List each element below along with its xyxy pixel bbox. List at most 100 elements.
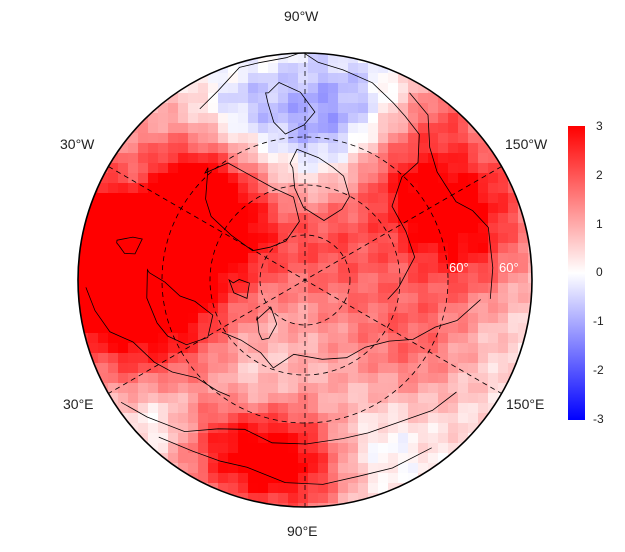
field-cell — [448, 373, 459, 384]
field-cell — [228, 173, 239, 184]
field-cell — [358, 483, 369, 494]
field-cell — [278, 283, 289, 294]
field-cell — [498, 203, 509, 214]
field-cell — [298, 443, 309, 454]
field-cell — [388, 463, 399, 474]
field-cell — [378, 373, 389, 384]
field-cell — [328, 183, 339, 194]
field-cell — [318, 373, 329, 384]
field-cell — [198, 143, 209, 154]
field-cell — [288, 173, 299, 184]
field-cell — [138, 313, 149, 324]
field-cell — [258, 373, 269, 384]
field-cell — [218, 483, 229, 494]
field-cell — [138, 213, 149, 224]
field-cell — [408, 233, 419, 244]
field-cell — [408, 403, 419, 414]
field-cell — [108, 263, 119, 274]
field-cell — [168, 113, 179, 124]
field-cell — [408, 353, 419, 364]
field-cell — [128, 413, 139, 424]
field-cell — [258, 193, 269, 204]
field-cell — [338, 483, 349, 494]
field-cell — [258, 223, 269, 234]
field-cell — [278, 373, 289, 384]
field-cell — [98, 353, 109, 364]
field-cell — [288, 83, 299, 94]
field-cell — [228, 303, 239, 314]
field-cell — [168, 423, 179, 434]
field-cell — [308, 283, 319, 294]
field-cell — [448, 143, 459, 154]
field-cell — [458, 363, 469, 374]
field-cell — [218, 53, 229, 64]
field-cell — [408, 303, 419, 314]
field-cell — [418, 393, 429, 404]
field-cell — [228, 283, 239, 294]
field-cell — [388, 333, 399, 344]
field-cell — [188, 223, 199, 234]
field-cell — [198, 293, 209, 304]
field-cell — [388, 483, 399, 494]
field-cell — [298, 223, 309, 234]
field-cell — [408, 273, 419, 284]
field-cell — [388, 93, 399, 104]
field-cell — [328, 123, 339, 134]
field-cell — [228, 473, 239, 484]
field-cell — [188, 153, 199, 164]
field-cell — [308, 453, 319, 464]
field-cell — [178, 453, 189, 464]
field-cell — [178, 163, 189, 174]
field-cell — [528, 323, 532, 334]
field-cell — [88, 223, 99, 234]
field-cell — [338, 243, 349, 254]
field-cell — [408, 253, 419, 264]
field-cell — [448, 293, 459, 304]
colorbar-tick-2: 2 — [596, 168, 603, 182]
field-cell — [358, 403, 369, 414]
field-cell — [478, 243, 489, 254]
field-cell — [138, 373, 149, 384]
field-cell — [448, 223, 459, 234]
field-cell — [278, 403, 289, 414]
field-cell — [418, 213, 429, 224]
field-cell — [498, 183, 509, 194]
field-cell — [248, 193, 259, 204]
field-cell — [98, 393, 109, 404]
field-cell — [408, 243, 419, 254]
field-cell — [498, 223, 509, 234]
field-cell — [258, 123, 269, 134]
field-cell — [448, 403, 459, 414]
field-cell — [378, 333, 389, 344]
field-cell — [418, 323, 429, 334]
field-cell — [398, 153, 409, 164]
field-cell — [298, 463, 309, 474]
field-cell — [248, 83, 259, 94]
field-cell — [258, 303, 269, 314]
field-cell — [338, 403, 349, 414]
field-cell — [408, 433, 419, 444]
field-cell — [288, 433, 299, 444]
field-cell — [388, 273, 399, 284]
field-cell — [418, 203, 429, 214]
field-cell — [88, 373, 99, 384]
field-cell — [398, 333, 409, 344]
field-cell — [398, 453, 409, 464]
field-cell — [228, 403, 239, 414]
field-cell — [128, 403, 139, 414]
field-cell — [428, 283, 439, 294]
field-cell — [138, 403, 149, 414]
field-cell — [238, 483, 249, 494]
field-cell — [248, 503, 259, 507]
field-cell — [238, 403, 249, 414]
field-cell — [318, 243, 329, 254]
field-cell — [488, 343, 499, 354]
field-cell — [228, 183, 239, 194]
field-cell — [248, 323, 259, 334]
field-cell — [358, 503, 369, 507]
field-cell — [318, 353, 329, 364]
field-cell — [518, 293, 529, 304]
field-cell — [258, 473, 269, 484]
field-cell — [118, 323, 129, 334]
field-cell — [308, 423, 319, 434]
